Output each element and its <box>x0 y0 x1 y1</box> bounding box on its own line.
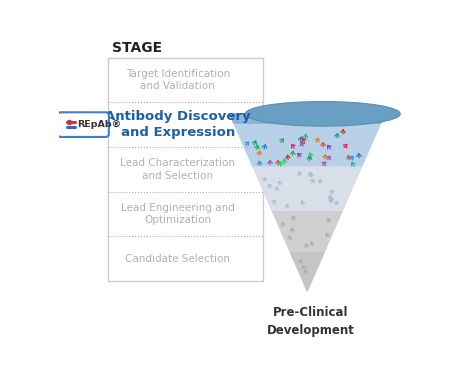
Text: Target Identification
and Validation: Target Identification and Validation <box>126 69 230 91</box>
FancyBboxPatch shape <box>58 112 109 137</box>
Polygon shape <box>230 114 385 123</box>
Ellipse shape <box>245 101 400 126</box>
Polygon shape <box>230 114 385 167</box>
Text: Antibody Discovery
and Expression: Antibody Discovery and Expression <box>105 110 251 139</box>
FancyBboxPatch shape <box>108 58 263 281</box>
Text: Candidate Selection: Candidate Selection <box>125 253 230 263</box>
Polygon shape <box>253 167 362 212</box>
Text: Lead Engineering and
Optimization: Lead Engineering and Optimization <box>121 202 235 225</box>
Text: Lead Characterization
and Selection: Lead Characterization and Selection <box>120 158 235 181</box>
Text: Pre-Clinical
Development: Pre-Clinical Development <box>267 306 355 337</box>
Polygon shape <box>291 252 324 291</box>
Text: STAGE: STAGE <box>112 41 162 55</box>
Text: REpAb®: REpAb® <box>77 120 121 129</box>
Polygon shape <box>273 212 342 252</box>
